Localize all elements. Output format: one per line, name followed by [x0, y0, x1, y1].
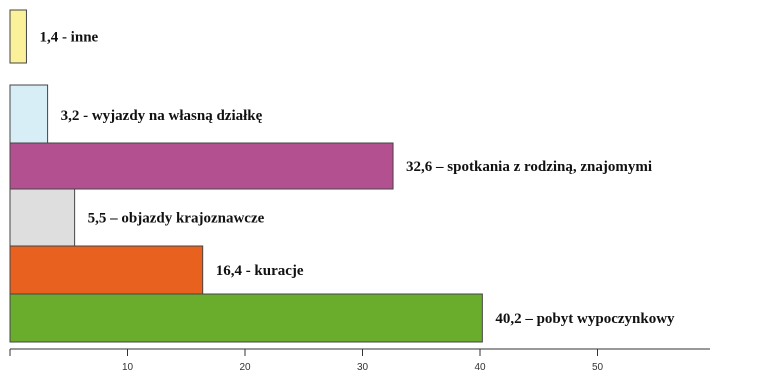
x-tick-label: 30 [357, 362, 369, 373]
bar-label: 3,2 - wyjazdy na własną działkę [61, 108, 263, 124]
x-tick-label: 50 [592, 362, 604, 373]
x-tick-label: 40 [474, 362, 486, 373]
bar [9, 188, 76, 247]
bar [9, 245, 204, 295]
bar-label: 40,2 – pobyt wypoczynkowy [495, 311, 675, 327]
bar [9, 84, 49, 146]
x-tick-label: 10 [122, 362, 134, 373]
bar-label: 5,5 – objazdy krajoznawcze [88, 211, 265, 227]
x-axis-ticks: 10 20 30 40 50 [9, 349, 604, 373]
bar-label: 32,6 – spotkania z rodziną, znajomymi [406, 159, 652, 175]
x-tick-label: 20 [239, 362, 251, 373]
bar-labels-layer: 1,4 - inne 3,2 - wyjazdy na własną działk… [39, 30, 675, 328]
bar [9, 293, 483, 343]
bar [9, 9, 27, 64]
bars-layer [9, 9, 483, 343]
bar-label: 16,4 - kuracje [216, 263, 304, 279]
bar-label: 1,4 - inne [39, 30, 98, 46]
bar [9, 142, 394, 190]
